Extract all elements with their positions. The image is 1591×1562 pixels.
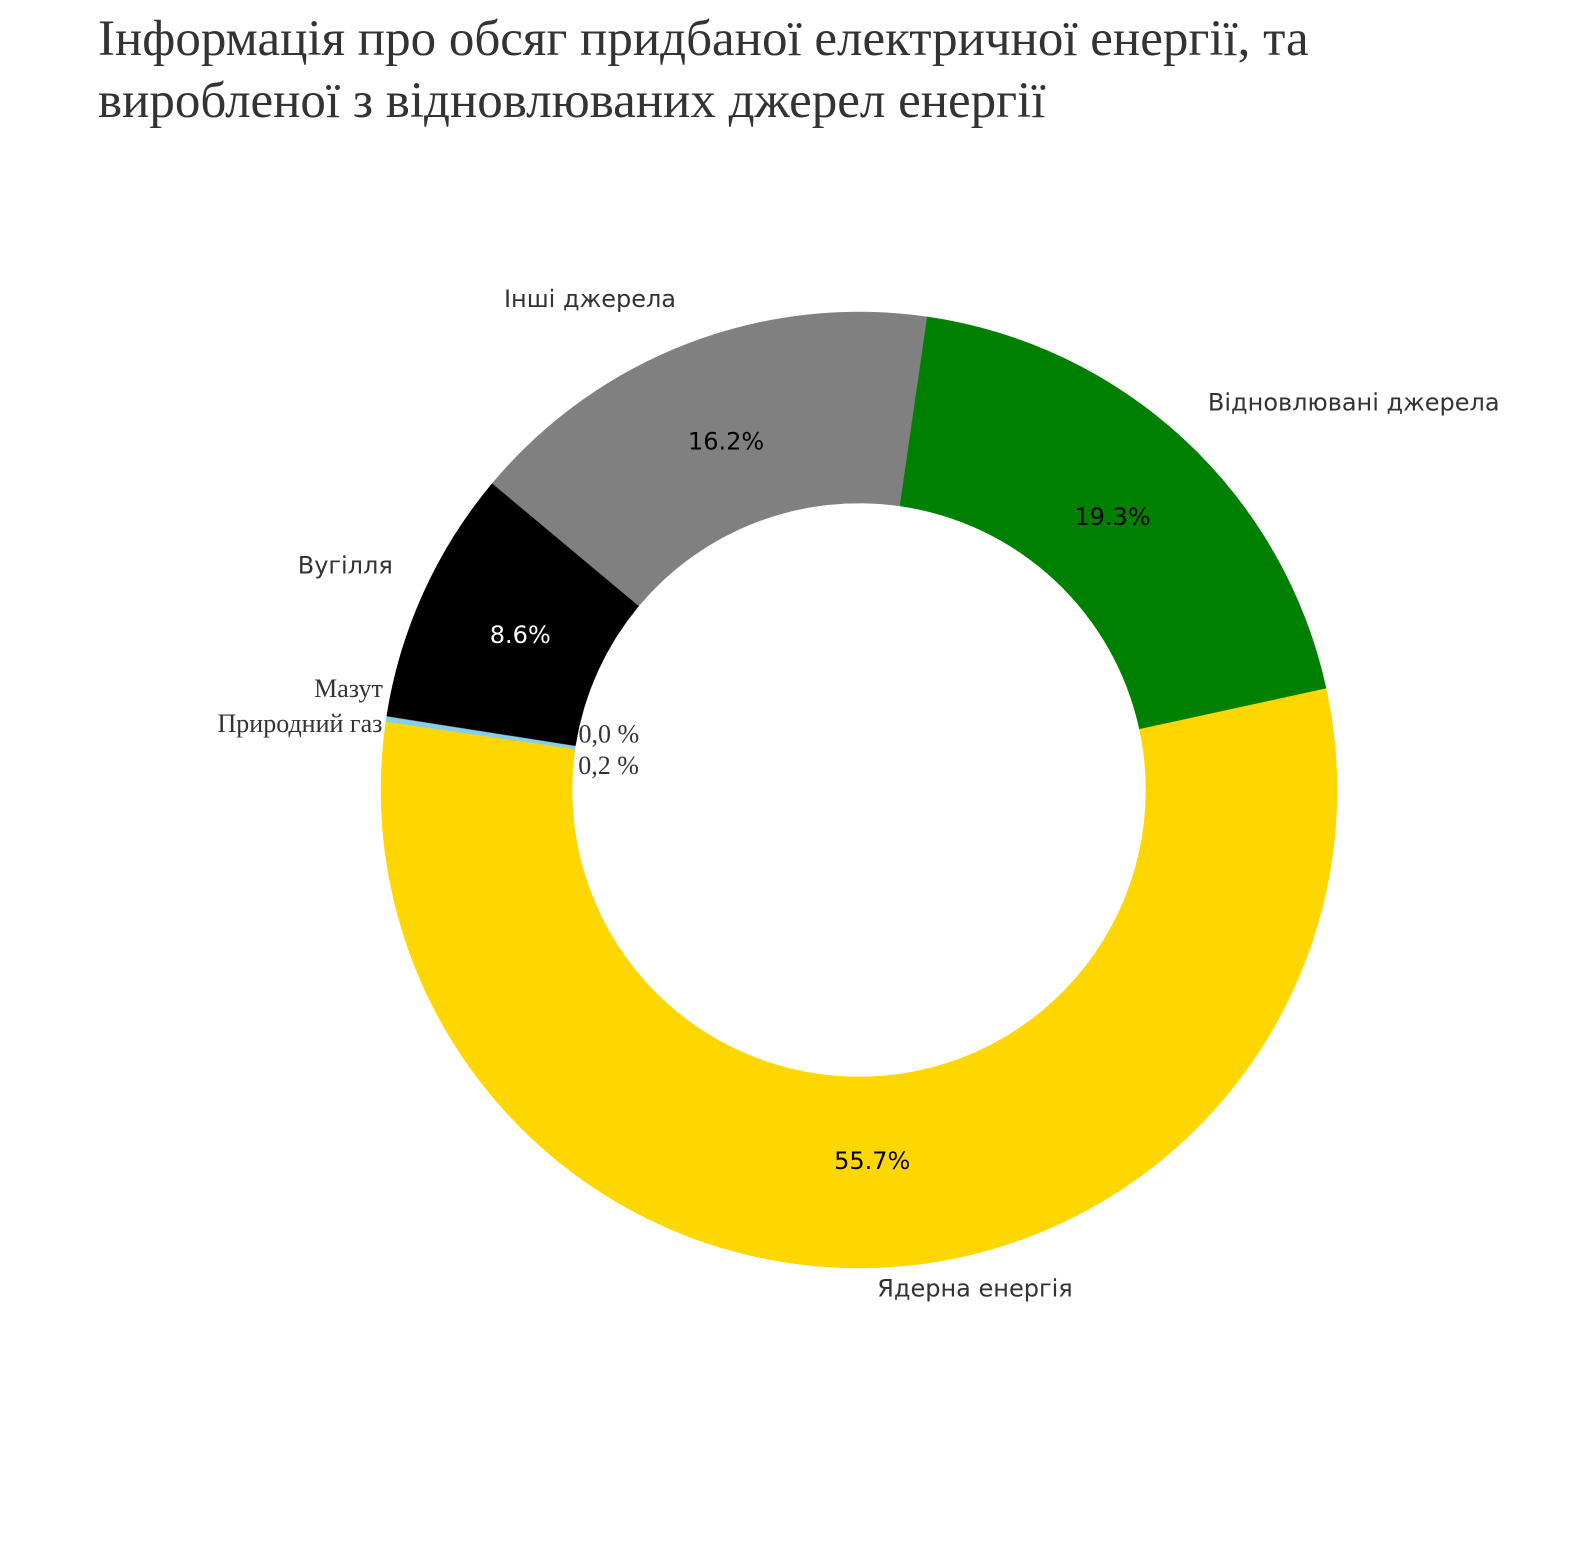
value-label: 55.7% bbox=[834, 1147, 910, 1175]
value-label: 8.6% bbox=[490, 621, 551, 649]
donut-slice bbox=[386, 483, 640, 746]
value-label: 19.3% bbox=[1074, 503, 1150, 531]
value-label: 16.2% bbox=[688, 428, 764, 456]
chart-title: Інформація про обсяг придбаної електричн… bbox=[98, 11, 1309, 129]
slice-label: Інші джерела bbox=[504, 285, 676, 313]
slice-label: Відновлювані джерела bbox=[1208, 388, 1500, 416]
donut-slice bbox=[380, 687, 1338, 1269]
slice-label: Мазут bbox=[314, 674, 383, 703]
donut-slice bbox=[899, 316, 1327, 730]
donut-slice bbox=[491, 311, 928, 607]
slice-label: Вугілля bbox=[298, 551, 393, 579]
value-label: 0,2 % bbox=[578, 751, 639, 780]
slice-label: Ядерна енергія bbox=[877, 1275, 1072, 1303]
slice-label: Природний газ bbox=[218, 709, 383, 738]
value-label: 0,0 % bbox=[578, 719, 639, 748]
